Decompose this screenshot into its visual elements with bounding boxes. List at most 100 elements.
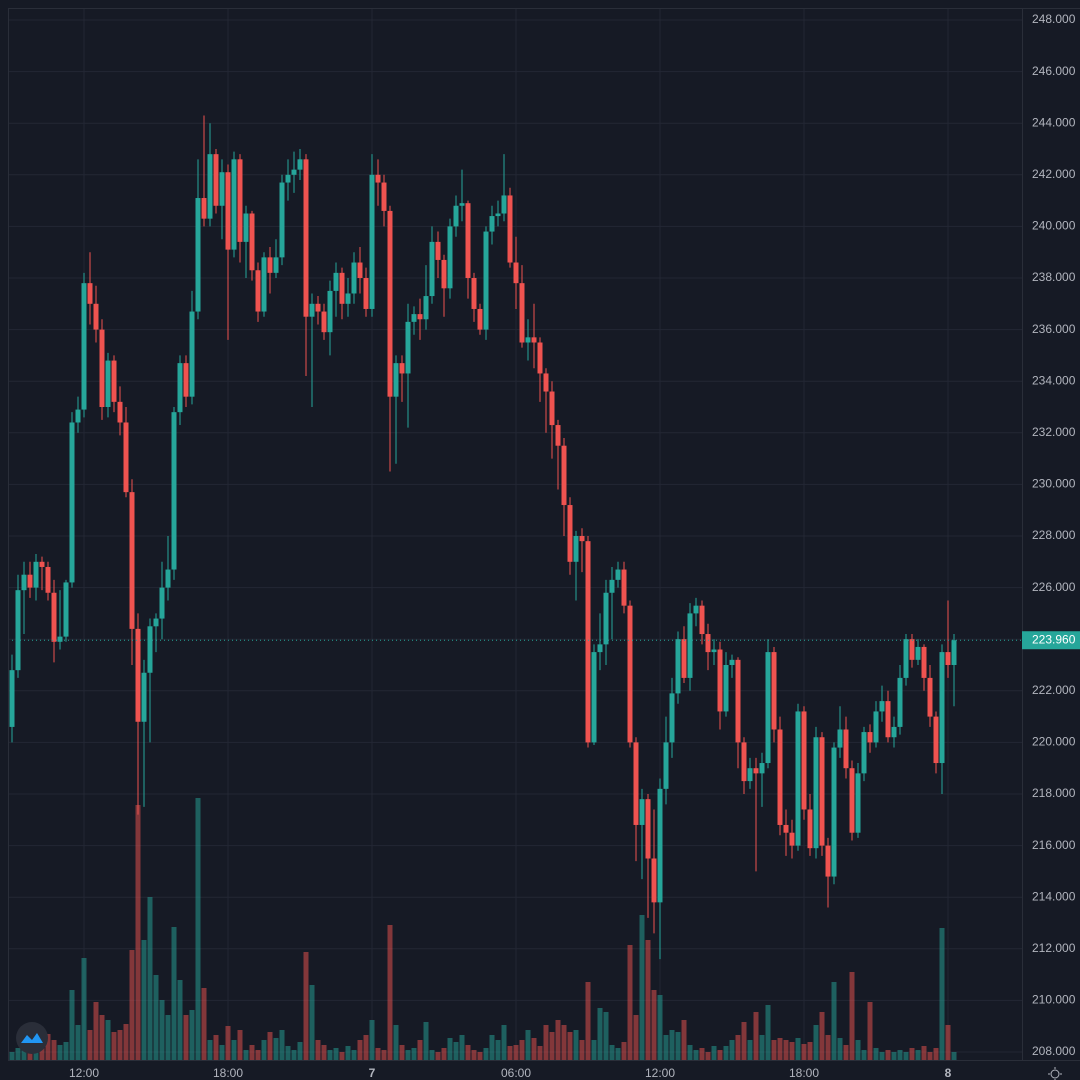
volume-bar <box>711 1046 717 1060</box>
x-tick-label: 8 <box>945 1066 952 1080</box>
volume-bar <box>807 1042 813 1060</box>
candle-body <box>9 670 15 727</box>
candle-body <box>921 646 927 678</box>
volume-bar <box>441 1048 447 1060</box>
candle-body <box>897 677 903 727</box>
volume-bar <box>759 1035 765 1060</box>
logo-mark[interactable] <box>21 1033 43 1043</box>
volume-bar <box>123 1024 129 1060</box>
x-tick-label: 12:00 <box>69 1066 99 1080</box>
volume-bar <box>567 1032 573 1060</box>
candle-body <box>369 174 375 309</box>
candle-body <box>825 845 831 877</box>
volume-bar <box>153 975 159 1060</box>
volume-bar <box>861 1050 867 1060</box>
y-tick-label: 222.000 <box>1032 683 1076 697</box>
candle-body <box>813 737 819 849</box>
candle-body <box>567 505 573 562</box>
volume-bar <box>381 1050 387 1060</box>
volume-bar <box>927 1052 933 1060</box>
candle-body <box>15 590 21 671</box>
candle-body <box>303 159 309 317</box>
candle-body <box>21 574 27 591</box>
candle-body <box>855 773 861 833</box>
candle-body <box>87 283 93 304</box>
candle-body <box>669 693 675 743</box>
volume-bar <box>105 1020 111 1060</box>
candle-body <box>273 257 279 273</box>
settings-icon[interactable] <box>1048 1067 1062 1080</box>
candle-body <box>597 644 603 653</box>
volume-bar <box>399 1045 405 1060</box>
volume-bar <box>645 940 651 1060</box>
candle-body <box>315 303 321 312</box>
gear[interactable] <box>1050 1069 1060 1079</box>
volume-bar <box>165 1015 171 1060</box>
volume-bar <box>405 1050 411 1060</box>
volume-bar <box>585 982 591 1060</box>
volume-bar <box>369 1020 375 1060</box>
candle-body <box>45 566 51 593</box>
volume-bar <box>561 1025 567 1060</box>
volume-bar <box>249 1045 255 1060</box>
volume-bar <box>783 1040 789 1060</box>
y-tick-label: 248.000 <box>1032 12 1076 26</box>
candle-body <box>795 711 801 846</box>
y-tick-label: 240.000 <box>1032 219 1076 233</box>
volume-bar <box>351 1050 357 1060</box>
candle-body <box>489 216 495 232</box>
candle-body <box>747 768 753 782</box>
volume-bar <box>75 1025 81 1060</box>
volume-bar <box>531 1038 537 1060</box>
candle-body <box>615 569 621 580</box>
axes: 208.000 210.000 212.000 214.000 216.000 218.0… <box>69 12 1080 1080</box>
y-tick-label: 220.000 <box>1032 735 1076 749</box>
volume-bar <box>729 1040 735 1060</box>
candle-body <box>831 747 837 877</box>
candle-body <box>627 605 633 743</box>
candle-body <box>609 579 615 593</box>
volume-bar <box>189 1010 195 1060</box>
candle-body <box>171 412 177 570</box>
volume-bar <box>825 1035 831 1060</box>
candle-body <box>783 824 789 833</box>
volume-bar <box>891 1052 897 1060</box>
volume-bar <box>279 1030 285 1060</box>
volume-bar <box>15 1048 21 1060</box>
gear-teeth[interactable] <box>1048 1067 1062 1080</box>
candle-body <box>873 711 879 743</box>
candle-body <box>339 272 345 304</box>
last-price-tag <box>1022 631 1080 650</box>
candle-body <box>483 231 489 330</box>
y-tick-label: 228.000 <box>1032 528 1076 542</box>
candle-body <box>651 858 657 903</box>
volume-bar <box>237 1030 243 1060</box>
candle-body <box>195 198 201 312</box>
volume-bar <box>333 1048 339 1060</box>
candle-body <box>399 363 405 374</box>
candle-body <box>657 788 663 903</box>
volume-bar <box>255 1050 261 1060</box>
candle-body <box>231 159 237 250</box>
candle-body <box>555 425 561 446</box>
logo[interactable] <box>16 1022 48 1054</box>
volume-bar <box>915 1050 921 1060</box>
grid <box>8 8 1022 1060</box>
candle-body <box>261 257 267 312</box>
volume-bar <box>675 1032 681 1060</box>
x-tick-label: 18:00 <box>213 1066 243 1080</box>
volume-bar <box>681 1020 687 1060</box>
candle-body <box>699 605 705 635</box>
y-tick-label: 226.000 <box>1032 580 1076 594</box>
volume-bar <box>171 927 177 1060</box>
logo-circle[interactable] <box>16 1022 48 1054</box>
candle-body <box>771 652 777 730</box>
y-tick-label: 232.000 <box>1032 425 1076 439</box>
volume-bar <box>765 1005 771 1060</box>
y-tick-label: 244.000 <box>1032 115 1076 129</box>
volume-bar <box>519 1040 525 1060</box>
candle-body <box>729 659 735 665</box>
candle-body <box>849 768 855 833</box>
